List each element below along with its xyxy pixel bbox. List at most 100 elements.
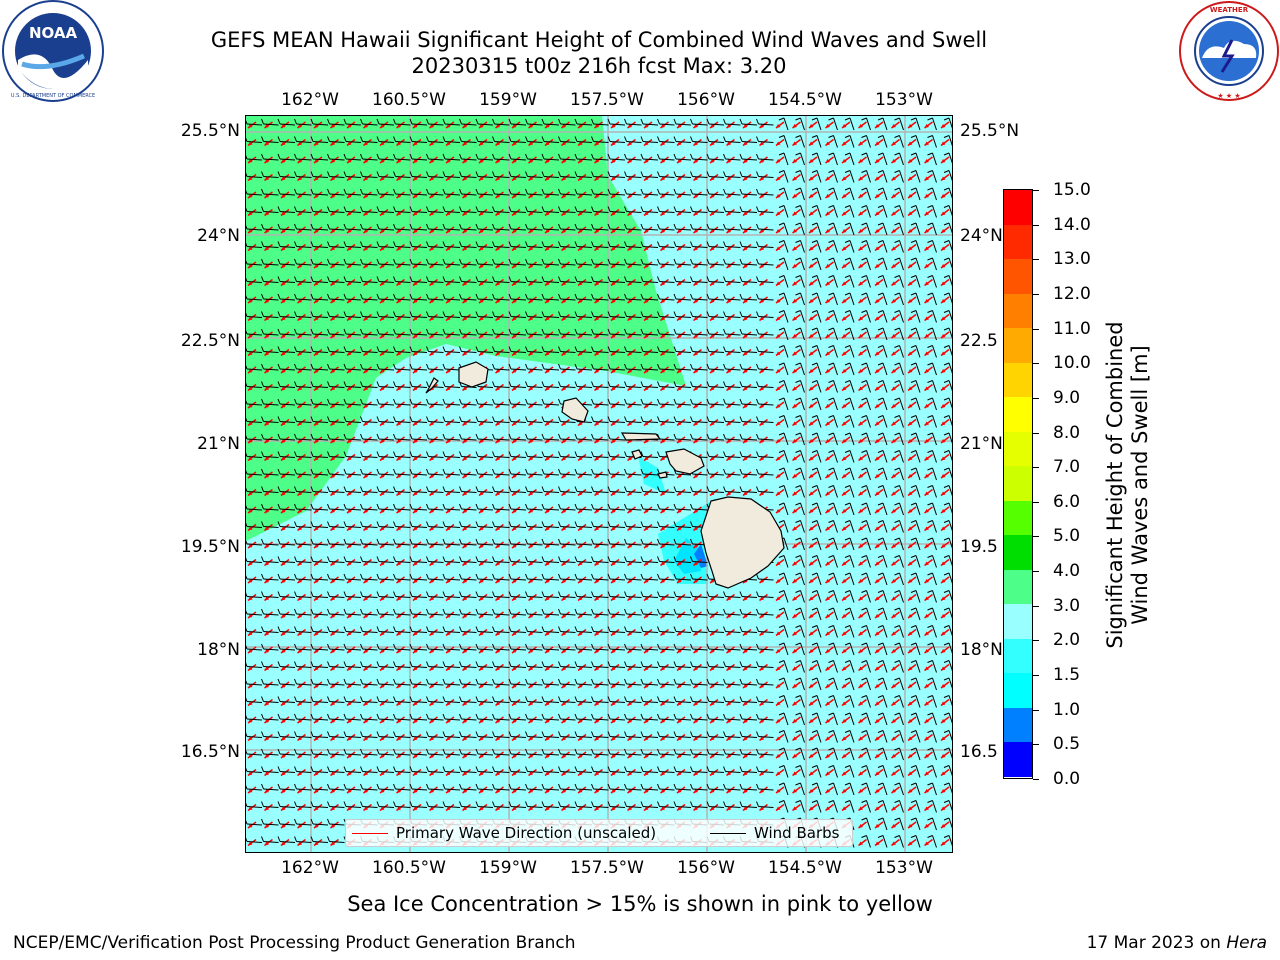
lat-tick-right: 22.5: [960, 331, 998, 351]
colorbar-level-label: 10.0: [1053, 353, 1091, 374]
lon-tick-bottom: 157.5°W: [570, 858, 644, 878]
map-legend: Primary Wave Direction (unscaled) Wind B…: [345, 819, 853, 847]
lat-tick-left: 21°N: [197, 434, 240, 454]
lat-tick-left: 24°N: [197, 226, 240, 246]
lon-tick-bottom: 156°W: [677, 858, 735, 878]
colorbar-segment: [1004, 500, 1032, 536]
wave-height-3-4m-region: [246, 116, 686, 541]
colorbar-tick: [1033, 640, 1039, 642]
colorbar-segment: [1004, 328, 1032, 364]
colorbar-segment: [1004, 431, 1032, 467]
lon-tick-top: 162°W: [281, 90, 339, 110]
noaa-logo: NOAA U.S. DEPARTMENT OF COMMERCE: [2, 0, 104, 106]
lon-tick-top: 160.5°W: [372, 90, 446, 110]
colorbar-segment: [1004, 673, 1032, 709]
sea-ice-note: Sea Ice Concentration > 15% is shown in …: [347, 892, 933, 916]
legend-wave-label: Primary Wave Direction (unscaled): [396, 824, 657, 842]
colorbar-title: Significant Height of Combined Wind Wave…: [1103, 275, 1153, 695]
colorbar-level-label: 3.0: [1053, 595, 1081, 616]
host-name: Hera: [1226, 933, 1267, 953]
credit-line: NCEP/EMC/Verification Post Processing Pr…: [13, 933, 576, 953]
lat-tick-left: 19.5°N: [180, 537, 240, 557]
lon-tick-top: 157.5°W: [570, 90, 644, 110]
map-panel: [245, 115, 953, 853]
colorbar-level-label: 0.0: [1053, 769, 1081, 789]
svg-text:★ ★ ★: ★ ★ ★: [1217, 92, 1240, 100]
kauai-island: [458, 361, 489, 388]
colorbar-segment: [1004, 535, 1032, 571]
colorbar-level-label: 15.0: [1053, 180, 1091, 200]
lanai-island: [631, 449, 643, 460]
colorbar-tick: [1033, 744, 1039, 746]
lat-tick-right: 18°N: [960, 640, 1003, 660]
colorbar-level-label: 7.0: [1053, 457, 1081, 478]
colorbar-level-label: 0.5: [1053, 734, 1081, 755]
colorbar-segment: [1004, 707, 1032, 743]
legend-item-wave: Primary Wave Direction (unscaled): [352, 820, 656, 846]
legend-item-barb: Wind Barbs: [710, 820, 839, 846]
colorbar-level-label: 5.0: [1053, 526, 1081, 547]
lat-tick-left: 16.5°N: [180, 742, 240, 762]
colorbar-segment: [1004, 638, 1032, 674]
lon-tick-top: 154.5°W: [768, 90, 842, 110]
colorbar-tick: [1033, 779, 1039, 780]
colorbar: [1003, 189, 1033, 779]
lat-tick-right: 25.5°N: [960, 121, 1020, 141]
lon-tick-top: 153°W: [875, 90, 933, 110]
colorbar-tick: [1033, 432, 1039, 434]
colorbar-title-line2: Wind Waves and Swell [m]: [1128, 345, 1152, 625]
lat-tick-left: 25.5°N: [180, 121, 240, 141]
colorbar-tick: [1033, 675, 1039, 677]
lon-tick-bottom: 154.5°W: [768, 858, 842, 878]
colorbar-tick: [1033, 605, 1039, 607]
colorbar-tick: [1033, 501, 1039, 503]
lon-tick-top: 156°W: [677, 90, 735, 110]
colorbar-tick: [1033, 293, 1039, 295]
colorbar-level-label: 1.0: [1053, 699, 1081, 720]
lon-tick-bottom: 162°W: [281, 858, 339, 878]
svg-text:U.S. DEPARTMENT OF COMMERCE: U.S. DEPARTMENT OF COMMERCE: [11, 93, 95, 99]
colorbar-tick: [1033, 397, 1039, 399]
colorbar-tick: [1033, 363, 1039, 365]
lon-tick-bottom: 160.5°W: [372, 858, 446, 878]
legend-barb-label: Wind Barbs: [754, 824, 840, 842]
lat-tick-left: 18°N: [197, 640, 240, 660]
colorbar-segment: [1004, 604, 1032, 640]
colorbar-level-label: 12.0: [1053, 283, 1091, 304]
lon-tick-bottom: 153°W: [875, 858, 933, 878]
date-line: 17 Mar 2023 on Hera: [1087, 933, 1267, 953]
colorbar-segment: [1004, 293, 1032, 329]
colorbar-level-label: 13.0: [1053, 249, 1091, 270]
chart-title: GEFS MEAN Hawaii Significant Height of C…: [210, 28, 988, 52]
colorbar-title-line1: Significant Height of Combined: [1103, 321, 1127, 649]
colorbar-tick: [1033, 328, 1039, 330]
colorbar-tick: [1033, 467, 1039, 469]
colorbar-level-label: 11.0: [1053, 318, 1091, 339]
colorbar-tick: [1033, 536, 1039, 538]
colorbar-level-label: 8.0: [1053, 422, 1081, 443]
noaa-logo-text: NOAA: [29, 24, 78, 42]
svg-text:WEATHER: WEATHER: [1210, 6, 1249, 14]
chart-subtitle: 20230315 t00z 216h fcst Max: 3.20: [411, 54, 787, 78]
colorbar-level-label: 14.0: [1053, 214, 1091, 235]
colorbar-tick: [1033, 259, 1039, 261]
lat-tick-right: 16.5: [960, 742, 998, 762]
colorbar-segment: [1004, 569, 1032, 605]
nws-logo: WEATHER ★ ★ ★: [1178, 0, 1280, 106]
colorbar-segment: [1004, 397, 1032, 433]
colorbar-segment: [1004, 190, 1032, 226]
lon-tick-bottom: 159°W: [479, 858, 537, 878]
colorbar-level-label: 2.0: [1053, 630, 1081, 651]
colorbar-segment: [1004, 466, 1032, 502]
colorbar-segment: [1004, 742, 1032, 778]
big-island: [700, 496, 785, 589]
colorbar-tick: [1033, 190, 1039, 191]
lat-tick-left: 22.5°N: [180, 331, 240, 351]
vector-field: [246, 117, 952, 848]
lon-tick-top: 159°W: [479, 90, 537, 110]
molokai-island: [620, 432, 662, 441]
colorbar-segment: [1004, 362, 1032, 398]
kahoolawe-island: [657, 471, 668, 479]
hawaiian-islands: [425, 361, 785, 589]
colorbar-tick: [1033, 709, 1039, 711]
